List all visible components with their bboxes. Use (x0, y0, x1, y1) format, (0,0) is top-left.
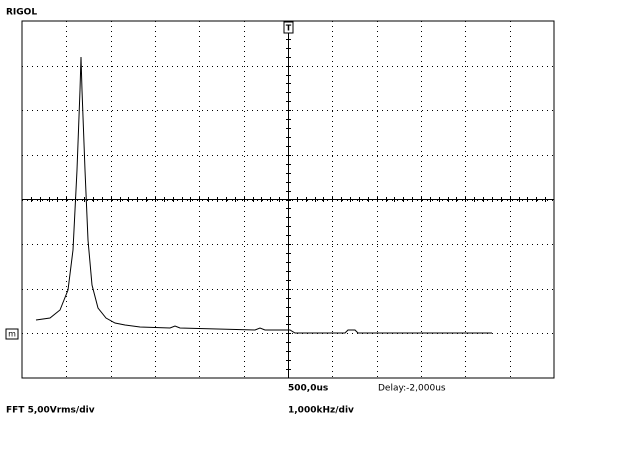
timebase: 500,0us (288, 384, 328, 394)
freq-scale: 1,000kHz/div (288, 406, 354, 416)
source-scale: FFT 5,00Vrms/div (6, 406, 95, 416)
trigger-marker-box (283, 21, 294, 34)
delay: Delay:-2,000us (378, 384, 446, 394)
fft-trace (35, 56, 492, 334)
math-marker: m (8, 330, 16, 339)
brand: RIGOL (6, 8, 37, 18)
math-marker-box (5, 328, 19, 340)
trigger-marker: T (286, 24, 292, 33)
